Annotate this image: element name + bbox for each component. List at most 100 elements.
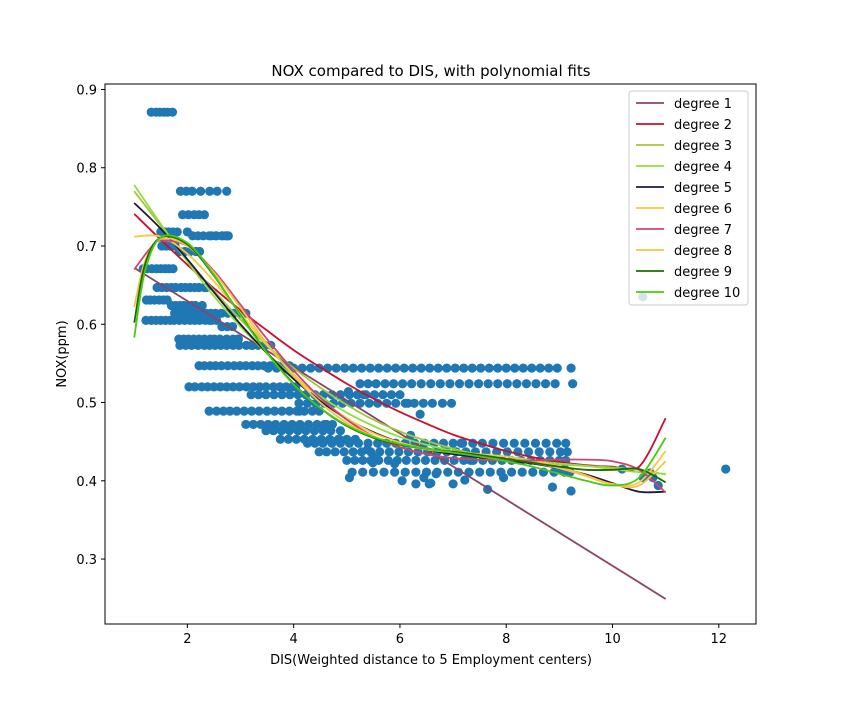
scatter-point [212,406,222,416]
scatter-point [400,398,410,408]
scatter-point [431,469,441,479]
y-tick-label: 0.9 [76,83,97,98]
scatter-point [368,467,378,477]
scatter-point [459,363,469,373]
scatter-point [335,426,346,436]
scatter-point [241,382,251,392]
scatter-point [540,379,551,389]
scatter-point [344,473,355,483]
scatter-point [520,438,530,448]
scatter-point [541,438,551,448]
fit-line-degree-4 [133,184,666,475]
scatter-point [355,379,365,389]
scatter-point [241,361,251,371]
scatter-point [309,426,319,436]
scatter-point [202,382,213,392]
scatter-point [293,426,303,436]
scatter-point [362,444,373,455]
scatter-point [275,434,285,444]
legend-label: degree 3 [674,139,732,154]
scatter-point [467,363,477,373]
scatter-point [268,426,279,436]
scatter-point [530,438,541,448]
scatter-point [419,473,429,483]
scatter-point [269,390,279,400]
scatter-point [285,390,295,400]
scatter-point [408,363,418,373]
scatter-point [527,363,537,373]
scatter-point [261,426,271,436]
scatter-point [400,467,410,477]
scatter-point [379,467,389,477]
scatter-point [399,363,409,373]
scatter-point [255,382,265,392]
x-tick-label: 2 [183,632,191,647]
scatter-point [566,486,576,496]
scatter-point [222,231,232,241]
scatter-point [227,322,238,332]
scatter-point [430,455,440,466]
scatter-point [357,363,367,373]
scatter-point [299,406,309,416]
scatter-point [523,447,534,457]
y-tick-label: 0.5 [76,397,97,412]
scatter-point [493,379,503,389]
scatter-point [378,390,388,400]
scatter-point [330,447,340,457]
scatter-point [335,438,346,448]
scatter-point [509,438,519,448]
scatter-point [552,363,562,373]
scatter-point [561,438,571,448]
legend-label: degree 2 [674,118,732,133]
scatter-point [301,426,311,436]
scatter-point [390,458,400,469]
scatter-point [234,382,245,392]
scatter-point [476,363,486,373]
scatter-point [261,382,271,392]
scatter-point [339,447,349,457]
scatter-point [416,363,426,373]
scatter-point [534,447,544,457]
scatter-point [232,406,242,416]
scatter-point [205,186,215,196]
scatter-point [222,186,232,196]
legend: degree 1 degree 2 degree 3 degree 4 degree 5… [628,90,749,306]
scatter-point [326,426,336,436]
scatter-point [442,363,452,373]
y-tick-label: 0.8 [76,162,97,177]
scatter-point [521,379,532,389]
scatter-point [411,467,421,477]
scatter-point [502,379,512,389]
scatter-point [200,315,211,325]
scatter-point [427,398,437,408]
scatter-point [193,340,203,350]
scatter-point [485,467,495,477]
scatter-point [172,227,182,237]
scatter-point [433,363,443,373]
scatter-point [466,455,476,466]
scatter-point [209,382,219,392]
fit-line-degree-1 [133,267,667,600]
scatter-point [241,419,251,430]
scatter-point [398,379,408,389]
scatter-point [501,363,511,373]
scatter-point [292,406,302,416]
fit-lines-layer [133,184,667,600]
scatter-point [276,426,287,436]
legend-label: degree 7 [674,223,732,238]
scatter-point [545,447,555,457]
scatter-point [199,282,209,293]
scatter-point [216,308,226,318]
scatter-point [498,473,509,483]
scatter-point [248,419,258,430]
legend-label: degree 1 [674,97,732,112]
scatter-point [437,398,448,408]
scatter-point [409,398,419,408]
scatter-point [493,363,503,373]
scatter-point [350,455,360,466]
scatter-point [199,210,209,220]
scatter-point [168,264,178,274]
scatter-point [395,390,405,400]
scatter-point [342,455,352,466]
scatter-point [498,438,509,448]
